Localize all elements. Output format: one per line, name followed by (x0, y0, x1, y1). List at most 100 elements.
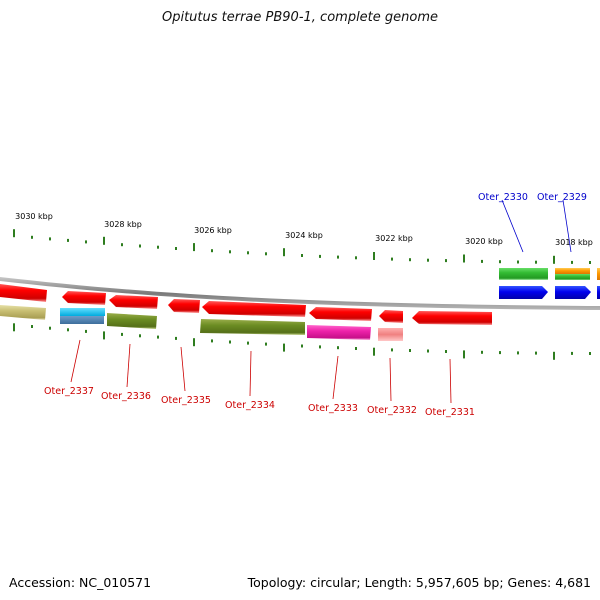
minor-tick (337, 255, 339, 259)
label-oter-2336[interactable]: Oter_2336 (101, 391, 151, 402)
gene-oter-2330[interactable] (499, 268, 548, 280)
leader-oter-2337 (70, 339, 81, 383)
minor-tick (427, 349, 429, 353)
minor-tick (121, 332, 123, 336)
leader-oter-2331 (449, 358, 452, 404)
gene-cyan[interactable] (60, 308, 105, 316)
minor-tick (139, 244, 141, 248)
minor-tick (535, 260, 537, 264)
minor-tick (67, 238, 69, 242)
label-oter-2333[interactable]: Oter_2333 (308, 403, 358, 414)
minor-tick (481, 259, 483, 263)
minor-tick (355, 347, 357, 350)
gene-oter-2337[interactable] (62, 291, 106, 305)
minor-tick (139, 334, 141, 338)
gene-olive-2336[interactable] (107, 313, 157, 329)
minor-tick (499, 260, 501, 264)
minor-tick (229, 340, 231, 344)
gene-oter-2332[interactable] (379, 310, 403, 323)
label-oter-2335[interactable]: Oter_2335 (161, 395, 211, 406)
leader-oter-2330 (501, 199, 524, 253)
label-oter-2332[interactable]: Oter_2332 (367, 405, 417, 416)
gene-khaki-edge[interactable] (0, 305, 46, 320)
minor-tick (319, 254, 321, 258)
gene-pink[interactable] (378, 328, 403, 341)
gene-oter-2334[interactable] (200, 319, 305, 335)
leader-oter-2335 (180, 346, 186, 392)
label-oter-2334[interactable]: Oter_2334 (225, 400, 275, 411)
major-tick (283, 343, 285, 352)
gene-oter-2336[interactable] (109, 295, 158, 309)
gene-oter-2331[interactable] (412, 311, 492, 325)
minor-tick (247, 251, 249, 255)
label-oter-2337[interactable]: Oter_2337 (44, 386, 94, 397)
gene-oter-2329[interactable] (555, 268, 590, 274)
outer-scale-ticks (13, 229, 591, 264)
minor-tick (571, 260, 573, 264)
label-oter-2330[interactable]: Oter_2330 (478, 192, 528, 203)
major-tick (463, 350, 465, 359)
major-tick (193, 338, 195, 347)
major-tick (553, 255, 555, 264)
minor-tick (391, 348, 393, 352)
major-tick (553, 351, 555, 360)
genome-title: Opitutus terrae PB90-1, complete genome (161, 10, 439, 25)
minor-tick (211, 339, 213, 343)
minor-tick (301, 254, 303, 257)
gene-oter-2335[interactable] (168, 299, 200, 313)
leader-oter-2334 (249, 350, 252, 397)
label-oter-2331[interactable]: Oter_2331 (425, 407, 475, 418)
major-tick (193, 243, 195, 252)
leader-oter-2329 (562, 199, 572, 253)
major-tick (13, 229, 15, 238)
minor-tick (589, 261, 591, 264)
minor-tick (409, 258, 411, 262)
gene-oter-2333-b[interactable] (309, 307, 372, 321)
minor-tick (121, 243, 123, 247)
gene-magenta[interactable] (307, 325, 371, 340)
minor-tick (31, 235, 33, 239)
minor-tick (229, 250, 231, 254)
scale-label-3024: 3024 kbp (285, 231, 323, 240)
minor-tick (319, 345, 321, 349)
minor-tick (157, 245, 159, 249)
minor-tick (67, 328, 69, 332)
accession-text: Accession: NC_010571 (9, 575, 152, 590)
minor-tick (445, 259, 447, 263)
minor-tick (571, 351, 573, 355)
inner-scale-ticks (13, 323, 591, 360)
leader-oter-2336 (126, 343, 131, 388)
reverse-strand-genes (0, 284, 492, 341)
leader-oter-2332 (389, 357, 392, 402)
gene-blue-3[interactable] (597, 286, 600, 299)
scale-label-3018: 3018 kbp (555, 238, 593, 247)
gene-red-edge[interactable] (0, 284, 47, 302)
minor-tick (535, 351, 537, 355)
minor-tick (265, 252, 267, 256)
major-tick (103, 331, 105, 340)
scale-label-3020: 3020 kbp (465, 237, 503, 246)
topology-text: Topology: circular; Length: 5,957,605 bp… (247, 575, 591, 590)
minor-tick (589, 352, 591, 355)
scale-label-3026: 3026 kbp (194, 226, 232, 235)
major-tick (463, 254, 465, 263)
minor-tick (31, 325, 33, 328)
minor-tick (211, 249, 213, 253)
gene-oter-2329-b[interactable] (555, 274, 590, 280)
minor-tick (157, 335, 159, 339)
leader-oter-2333 (332, 355, 339, 400)
label-oter-2329[interactable]: Oter_2329 (537, 192, 587, 203)
scale-label-3030: 3030 kbp (15, 212, 53, 221)
gene-steel[interactable] (60, 316, 104, 324)
major-tick (103, 236, 105, 245)
minor-tick (337, 346, 339, 350)
gene-oter-2333[interactable] (202, 301, 306, 317)
gene-blue-2[interactable] (555, 286, 591, 299)
major-tick (13, 323, 15, 332)
minor-tick (49, 237, 51, 241)
minor-tick (391, 257, 393, 261)
major-tick (373, 347, 375, 356)
gene-blue-1[interactable] (499, 286, 548, 299)
minor-tick (445, 350, 447, 353)
gene-edge-orange[interactable] (597, 268, 600, 280)
